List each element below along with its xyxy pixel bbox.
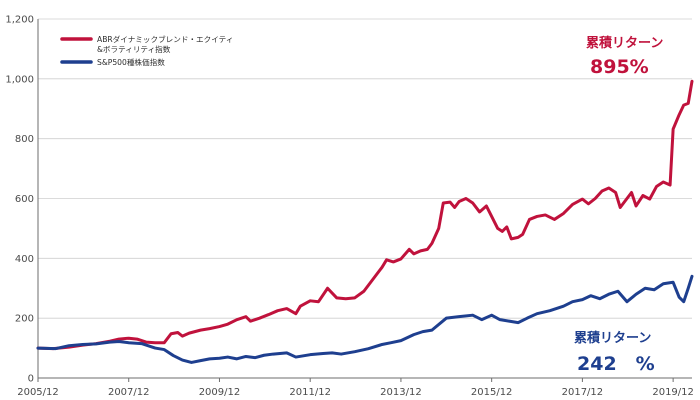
y-tick-label: 1,000 xyxy=(5,74,34,85)
legend-label-abr-line2: &ボラティリティ指数 xyxy=(97,44,171,54)
x-tick-label: 2015/12 xyxy=(471,387,513,398)
annotation-sp500-title: 累積リターン xyxy=(574,330,651,346)
x-tick-label: 2013/12 xyxy=(380,387,422,398)
series-line-abr xyxy=(36,79,694,351)
y-tick-label: 600 xyxy=(15,194,34,205)
legend-label-abr-line1: ABRダイナミックブレンド・エクイティ xyxy=(97,34,233,44)
y-tick-label: 800 xyxy=(15,134,34,145)
y-tick-label: 400 xyxy=(15,254,34,265)
x-tick-label: 2007/12 xyxy=(108,387,150,398)
annotation-abr-title: 累積リターン xyxy=(586,35,663,51)
y-tick-label: 200 xyxy=(15,314,34,325)
annotation-sp500-value: 242 % xyxy=(577,353,655,375)
legend: ABRダイナミックブレンド・エクイティ &ボラティリティ指数 S&P500種株価… xyxy=(60,34,233,67)
y-tick-label: 1,200 xyxy=(5,15,34,26)
annotations: 累積リターン 895% 累積リターン 242 % xyxy=(574,35,663,375)
x-tick-label: 2019/12 xyxy=(652,387,694,398)
x-tick-label: 2005/12 xyxy=(17,387,59,398)
y-tick-label: 0 xyxy=(28,374,34,385)
x-tick-label: 2009/12 xyxy=(199,387,241,398)
x-tick-label: 2017/12 xyxy=(562,387,604,398)
x-tick-label: 2011/12 xyxy=(289,387,331,398)
annotation-abr-value: 895% xyxy=(590,56,649,78)
legend-label-sp500: S&P500種株価指数 xyxy=(97,57,165,67)
series-line-sp500 xyxy=(36,274,694,364)
gridlines xyxy=(38,18,692,319)
axes: 0 200 400 600 800 1,000 1,200 2005/12 2007/12 200… xyxy=(5,15,694,399)
series-lines xyxy=(36,79,694,364)
